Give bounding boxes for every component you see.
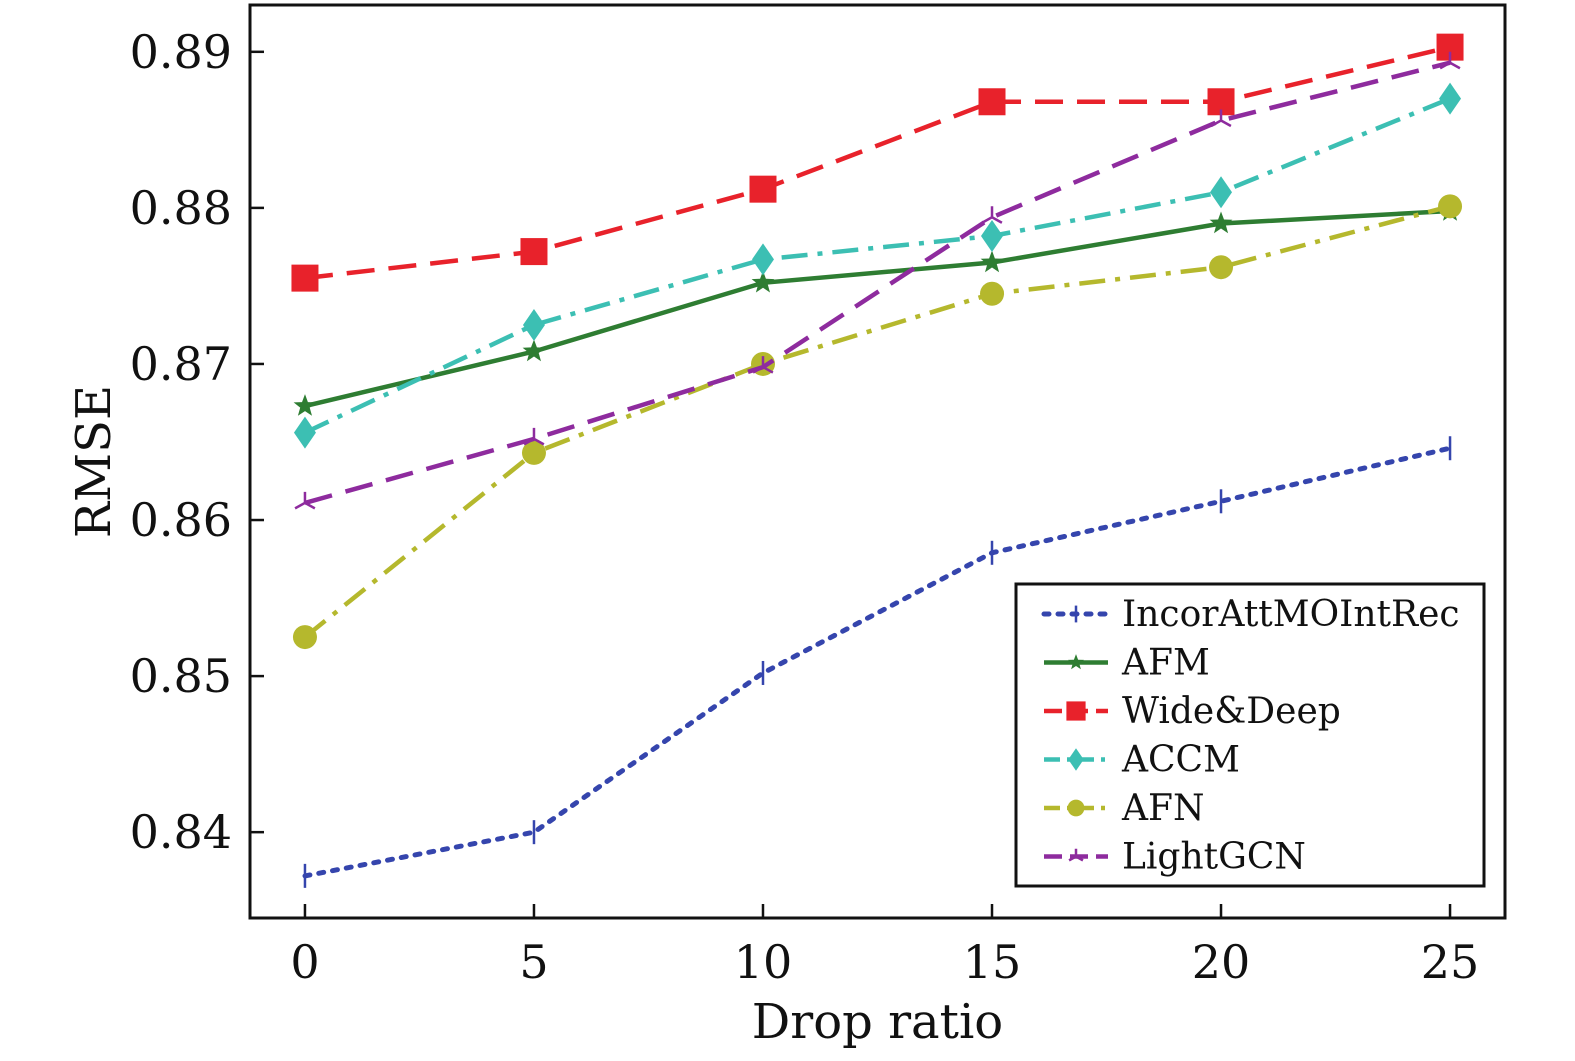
- series-wide-deep: [291, 33, 1464, 292]
- plot-frame: [248, 3, 1507, 920]
- data-point: [523, 427, 545, 446]
- series-line: [304, 60, 1451, 506]
- legend-marker: [1068, 654, 1084, 670]
- data-point: [749, 175, 777, 203]
- legend-label: LightGCN: [1122, 837, 1306, 878]
- legend-label: Wide&Deep: [1122, 691, 1341, 732]
- legend-item: LightGCN: [1044, 837, 1306, 878]
- x-tick-label: 25: [1421, 935, 1480, 989]
- data-point: [981, 219, 1004, 252]
- legend-marker: [1068, 848, 1084, 862]
- data-point: [1439, 51, 1461, 70]
- y-axis-ticks: 0.84 0.85 0.86 0.87 0.88 0.89: [130, 25, 264, 859]
- legend-item: AFM: [1044, 643, 1210, 684]
- data-point: [1209, 211, 1233, 234]
- data-point: [1209, 255, 1234, 280]
- legend-marker: [1068, 748, 1084, 771]
- x-tick-label: 0: [290, 935, 319, 989]
- data-point: [1438, 194, 1463, 219]
- legend: IncorAttMOIntRec AFM Wide&Deep ACCM AFN Light…: [1014, 582, 1486, 888]
- data-point: [1210, 176, 1233, 209]
- series-line: [304, 208, 1451, 409]
- data-point: [293, 416, 316, 449]
- data-point: [751, 270, 775, 293]
- series-line: [303, 204, 1451, 639]
- x-tick-label: 15: [963, 935, 1022, 989]
- data-point: [751, 243, 774, 276]
- y-tick-label: 0.86: [130, 493, 232, 547]
- series-layer: [291, 33, 1464, 888]
- x-axis-title: Drop ratio: [752, 994, 1003, 1050]
- series-line: [304, 96, 1451, 435]
- data-point: [520, 238, 548, 266]
- data-point: [980, 281, 1005, 306]
- data-point: [1210, 109, 1232, 128]
- data-point: [980, 250, 1004, 273]
- x-axis-ticks: 0 5 10 15 20 25: [290, 904, 1479, 989]
- data-point: [522, 308, 545, 341]
- series-afn: [292, 194, 1463, 650]
- y-tick-label: 0.85: [130, 649, 232, 703]
- y-axis-title: RMSE: [66, 385, 122, 538]
- x-tick-label: 20: [1192, 935, 1251, 989]
- legend-item: AFN: [1044, 788, 1204, 829]
- data-point: [293, 394, 317, 416]
- legend-label: AFN: [1121, 788, 1204, 829]
- data-point: [521, 440, 546, 465]
- legend-label: IncorAttMOIntRec: [1122, 594, 1460, 635]
- data-point: [981, 206, 1003, 224]
- data-point: [978, 88, 1006, 116]
- x-tick-label: 10: [734, 935, 793, 989]
- data-point: [1439, 82, 1462, 115]
- legend-item: Wide&Deep: [1044, 691, 1341, 732]
- legend-box: [1014, 582, 1486, 888]
- x-tick-label: 5: [519, 935, 548, 989]
- y-tick-label: 0.88: [130, 181, 232, 235]
- data-point: [294, 491, 316, 510]
- series-line: [302, 445, 1453, 879]
- y-tick-label: 0.89: [130, 25, 232, 79]
- y-tick-label: 0.84: [130, 805, 232, 859]
- plot-area: [248, 3, 1507, 920]
- data-point: [522, 339, 546, 362]
- series-accm: [293, 82, 1462, 449]
- data-point: [752, 356, 774, 374]
- data-point: [291, 264, 319, 292]
- series-afm: [293, 199, 1462, 416]
- legend-item: IncorAttMOIntRec: [1041, 594, 1460, 635]
- legend-marker: [1066, 701, 1086, 721]
- series-incorattmointrec: [302, 436, 1453, 888]
- data-point: [292, 625, 317, 650]
- series-line: [304, 44, 1451, 281]
- legend-label: ACCM: [1121, 740, 1240, 781]
- legend-item: ACCM: [1044, 740, 1240, 781]
- y-tick-label: 0.87: [130, 337, 232, 391]
- series-lightgcn: [294, 51, 1461, 510]
- legend-label: AFM: [1121, 643, 1210, 684]
- legend-marker: [1067, 799, 1085, 817]
